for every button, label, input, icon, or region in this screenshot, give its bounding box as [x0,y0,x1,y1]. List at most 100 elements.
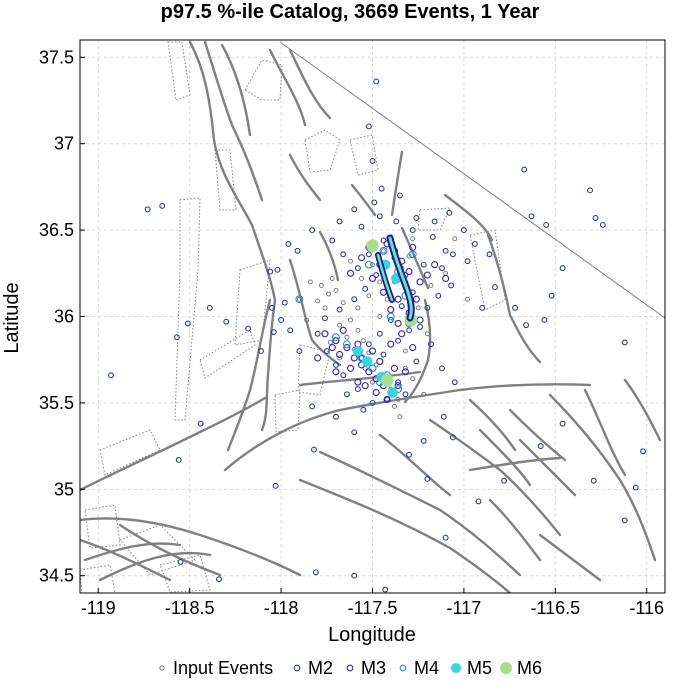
legend-marker [500,662,512,674]
point-m2 [378,185,385,192]
point-input-events [402,365,408,371]
point-m3 [423,271,431,279]
point-m3 [387,306,395,314]
point-m2 [409,227,416,234]
point-m3 [383,395,391,404]
point-m2 [424,475,431,482]
point-m2 [396,192,403,199]
legend-label: M6 [517,658,542,678]
point-input-events [329,276,335,281]
point-m6 [366,239,379,253]
point-m2 [360,406,367,413]
point-m3 [390,364,398,372]
point-m2 [175,456,182,463]
point-m2 [523,322,530,329]
point-m2 [501,477,508,484]
x-tick-label: -116 [629,598,664,618]
x-tick-label: -116.5 [530,598,580,618]
point-m2 [442,247,449,254]
point-m3 [321,330,329,338]
point-m2 [621,517,628,524]
point-m2 [587,187,593,194]
point-input-events [337,355,343,361]
axis-ticks: -119 -118.5 -118 -117.5 -117 -116.5 -116 34.5 35… [39,47,664,618]
point-input-events [333,288,339,294]
point-m2 [354,386,361,393]
point-m2 [464,258,471,265]
point-m3 [416,278,424,286]
legend-marker [293,664,301,672]
point-m3 [357,254,366,262]
point-m2 [272,482,279,489]
point-m3 [398,330,406,338]
point-m2 [413,358,420,365]
point-input-events [355,327,361,333]
point-m2 [512,304,519,311]
point-m2 [475,498,482,505]
y-tick-label: 36 [54,307,74,327]
point-m2 [492,284,498,291]
legend-label: M3 [361,658,386,678]
point-input-events [377,314,383,319]
point-m2 [365,251,372,258]
point-m2 [599,221,606,228]
point-m2 [309,227,316,234]
point-input-events [370,262,375,268]
legend-marker [399,664,407,672]
y-tick-label: 35 [54,479,74,499]
x-tick-label: -119 [81,598,116,618]
point-input-events [391,403,397,409]
point-m2 [177,558,184,565]
x-axis-label: Longitude [328,624,416,646]
point-input-events [360,338,366,344]
point-input-events [424,331,430,337]
point-m2 [351,206,358,213]
point-m2 [431,218,438,225]
point-m2 [365,123,372,130]
point-m2 [548,292,555,299]
point-m2 [380,351,387,358]
point-m2 [559,265,566,272]
point-m3 [339,326,347,334]
point-m2 [245,325,252,332]
point-m2 [269,304,275,311]
point-m3 [343,344,351,352]
point-m4 [408,250,417,259]
point-input-events [395,397,401,402]
legend-label: M2 [308,658,333,678]
point-input-events [465,296,471,302]
point-m3 [412,295,420,303]
point-input-events [377,279,383,285]
point-m2 [541,317,548,323]
point-m3 [314,354,322,362]
point-m3 [368,347,377,355]
point-m2 [449,251,456,258]
point-m4 [331,333,340,342]
x-tick-label: -118.5 [165,598,215,618]
point-m2 [439,365,445,372]
point-m2 [336,306,343,313]
point-m4 [342,340,351,349]
point-m2 [384,396,391,403]
point-m3 [361,382,369,390]
point-m3 [394,382,402,390]
point-m2 [314,330,321,337]
point-input-events [322,305,328,311]
point-input-events [328,339,333,345]
legend-item: M2 [293,658,333,678]
point-m3 [368,274,377,283]
point-m2 [640,448,647,455]
point-m2 [387,317,394,323]
y-tick-label: 37.5 [39,47,74,67]
point-m2 [537,443,544,450]
point-m2 [329,237,336,244]
point-m2 [406,451,413,458]
point-m3 [328,344,336,352]
legend-marker [159,665,165,671]
point-m2 [274,266,281,273]
point-input-events [397,414,403,420]
point-m2 [351,572,358,579]
point-m2 [296,348,303,355]
point-m2 [343,391,350,398]
